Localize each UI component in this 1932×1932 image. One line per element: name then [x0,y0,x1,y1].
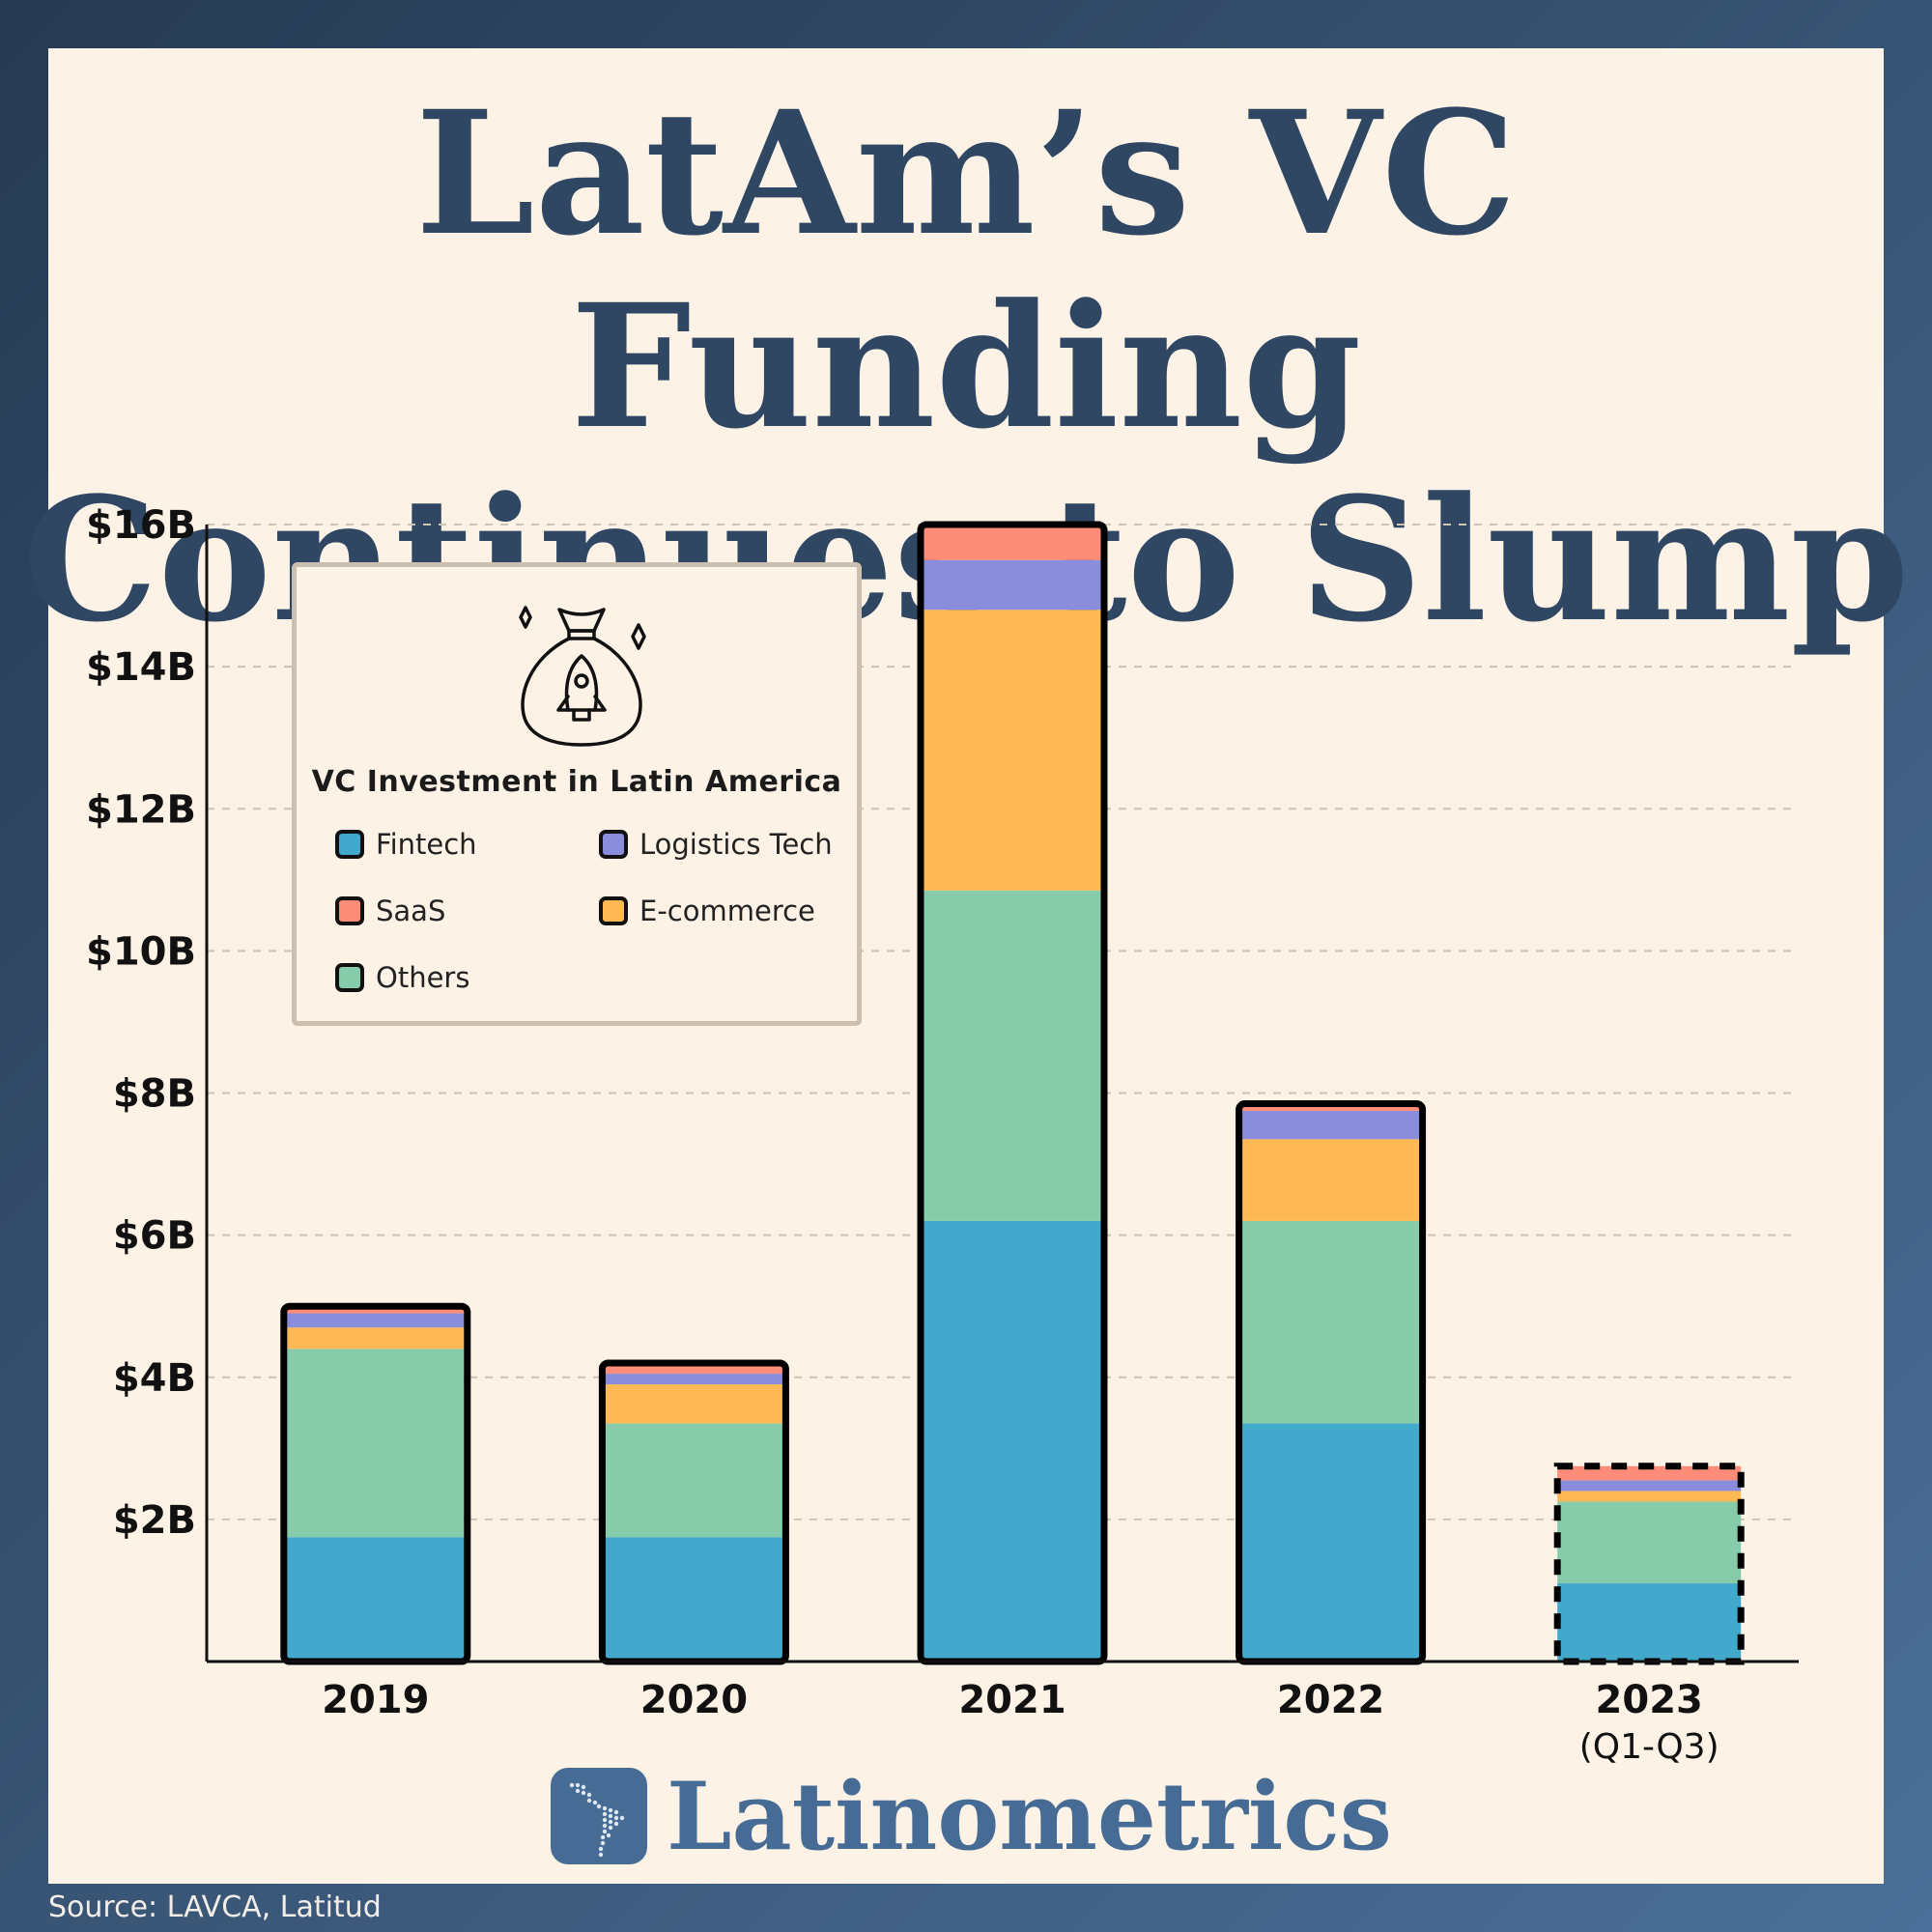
latin-america-map-icon [551,1768,647,1864]
brand-name: Latinometrics [667,1761,1392,1871]
bar-segment-logistics-tech-2019 [283,1313,468,1328]
bar-segment-others-2019 [283,1349,468,1538]
y-tick-label: $8B [113,1072,196,1117]
money-bag-rocket-icon [519,606,646,747]
bar-segment-saas-2019 [283,1306,468,1314]
legend-label-others: Others [376,961,470,994]
bar-segment-e-commerce-2023 [1557,1491,1742,1502]
x-tick-label-2019: 2019 [322,1678,429,1722]
legend-item-logistics-tech: Logistics Tech [599,828,833,861]
bars [280,521,1745,1665]
saas-swatch [335,896,364,925]
x-tick-sublabel-2023: (Q1-Q3) [1579,1727,1719,1767]
legend: VC Investment in Latin America Fintech L… [292,562,862,1026]
tick-labels: $2B $4B $6B $8B $10B $12B $14B $16B 2019 2020 2021… [86,503,1719,1767]
y-tick-label: $2B [113,1498,196,1543]
bar-segment-others-2023 [1557,1501,1742,1584]
legend-title: VC Investment in Latin America [311,765,842,799]
e-commerce-swatch [599,896,628,925]
legend-item-e-commerce: E-commerce [599,895,815,927]
legend-label-logistics-tech: Logistics Tech [639,828,833,861]
legend-item-others: Others [335,961,469,994]
fintech-swatch [335,830,364,859]
bar-segment-others-2020 [602,1423,786,1538]
y-tick-label: $14B [86,645,196,690]
y-tick-label: $16B [86,503,196,548]
y-tick-label: $4B [113,1356,196,1401]
x-tick-label-2021: 2021 [958,1678,1065,1722]
legend-label-saas: SaaS [376,895,446,927]
bar-segment-logistics-tech-2021 [921,559,1104,611]
bar-segment-e-commerce-2022 [1238,1139,1423,1221]
y-tick-label: $6B [113,1214,196,1259]
y-tick-label: $12B [86,787,196,832]
others-swatch [335,963,364,992]
source-note: Source: LAVCA, Latitud [48,1890,382,1924]
axes [205,525,1799,1663]
bar-segment-fintech-2021 [921,1220,1104,1662]
x-tick-label-2020: 2020 [640,1678,748,1722]
bar-segment-saas-2022 [1238,1103,1423,1111]
legend-label-fintech: Fintech [376,828,477,861]
logistics-tech-swatch [599,830,628,859]
bar-segment-logistics-tech-2023 [1557,1480,1742,1492]
bar-segment-others-2022 [1238,1220,1423,1424]
bar-segment-logistics-tech-2022 [1238,1110,1423,1140]
bar-segment-e-commerce-2019 [283,1327,468,1350]
title-line-1: LatAm’s VC Funding [414,73,1518,467]
legend-item-fintech: Fintech [335,828,477,861]
x-tick-label-2023: 2023 [1596,1678,1703,1722]
bar-segment-fintech-2023 [1557,1583,1742,1662]
y-tick-label: $10B [86,929,196,974]
bar-segment-fintech-2022 [1238,1423,1423,1662]
bar-segment-saas-2020 [602,1363,786,1375]
bar-segment-fintech-2019 [283,1537,468,1662]
legend-label-e-commerce: E-commerce [639,895,815,927]
x-tick-label-2022: 2022 [1277,1678,1384,1722]
bar-segment-logistics-tech-2020 [602,1374,786,1385]
bar-segment-others-2021 [921,890,1104,1221]
bar-segment-saas-2023 [1557,1465,1742,1481]
legend-item-saas: SaaS [335,895,445,927]
bar-segment-e-commerce-2020 [602,1384,786,1424]
bar-segment-e-commerce-2021 [921,610,1104,891]
bar-segment-fintech-2020 [602,1537,786,1662]
brand: Latinometrics [551,1762,1392,1871]
bar-segment-saas-2021 [921,525,1104,560]
